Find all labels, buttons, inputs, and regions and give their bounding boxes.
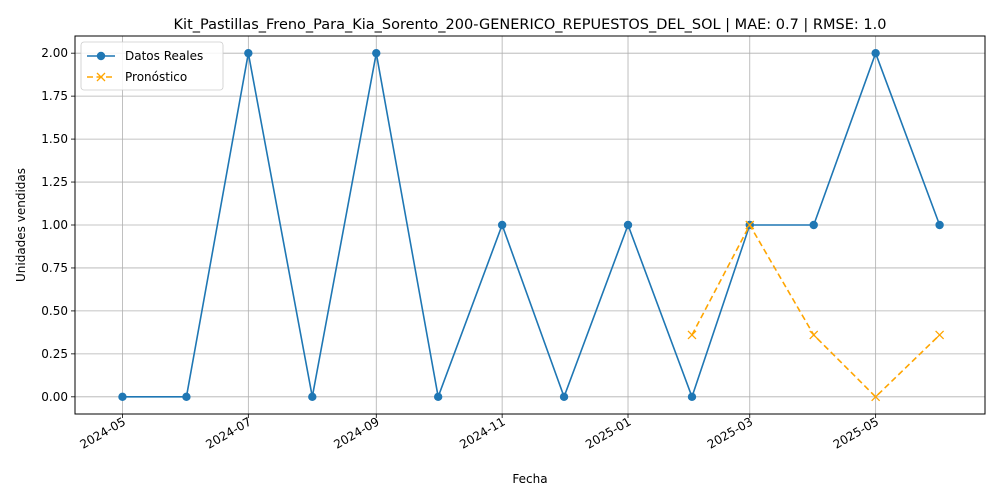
x-tick-label: 2025-05 <box>831 414 881 451</box>
legend: Datos Reales Pronóstico <box>80 41 224 91</box>
data-point <box>559 392 569 402</box>
forecast-point <box>745 220 755 230</box>
data-point <box>497 220 507 230</box>
x-axis-ticks: 2024-05 2024-07 2024-09 2024-11 2025-01 2025-… <box>78 414 881 452</box>
x-tick-label: 2025-01 <box>583 414 633 451</box>
legend-label: Datos Reales <box>125 49 203 63</box>
series-line-1 <box>122 50 941 400</box>
data-point <box>687 392 697 402</box>
x-tick-label: 2024-05 <box>78 414 128 451</box>
legend-marker <box>96 72 106 82</box>
data-point <box>433 392 443 402</box>
x-tick-label: 2024-09 <box>331 414 381 451</box>
data-point <box>308 392 317 402</box>
data-point <box>623 220 633 230</box>
legend-box <box>80 41 224 91</box>
series-layer <box>118 48 945 402</box>
x-tick-label: 2024-11 <box>457 414 507 451</box>
y-tick-label: 1.00 <box>41 218 68 232</box>
y-tick-label: 1.50 <box>41 132 68 146</box>
y-axis-title: Unidades vendidas <box>14 168 28 282</box>
forecast-point <box>809 330 819 340</box>
data-point <box>935 220 944 230</box>
data-point <box>809 220 818 230</box>
data-point <box>244 48 253 58</box>
y-tick-label: 0.50 <box>41 304 68 318</box>
y-tick-label: 2.00 <box>41 46 68 60</box>
y-tick-label: 0.00 <box>41 390 68 404</box>
forecast-point <box>871 392 881 402</box>
y-tick-label: 0.75 <box>41 261 68 275</box>
forecast-point <box>935 330 945 340</box>
y-tick-label: 1.25 <box>41 175 68 189</box>
forecast-point <box>687 330 697 340</box>
y-tick-label: 1.75 <box>41 89 68 103</box>
x-tick-label: 2025-03 <box>705 414 755 451</box>
data-point <box>118 392 127 402</box>
x-tick-label: 2024-07 <box>203 414 253 451</box>
y-tick-label: 0.25 <box>41 347 68 361</box>
data-point <box>372 48 381 58</box>
data-point <box>182 392 191 402</box>
chart-title: Kit_Pastillas_Freno_Para_Kia_Sorento_200… <box>174 17 887 33</box>
x-axis-title: Fecha <box>512 472 547 486</box>
y-axis-ticks: 0.00 0.25 0.50 0.75 1.00 1.25 1.50 1.75 2.00 <box>41 46 75 404</box>
data-point <box>871 48 880 58</box>
grid-lines <box>75 36 985 414</box>
legend-marker <box>96 51 106 61</box>
legend-label: Pronóstico <box>125 70 187 84</box>
